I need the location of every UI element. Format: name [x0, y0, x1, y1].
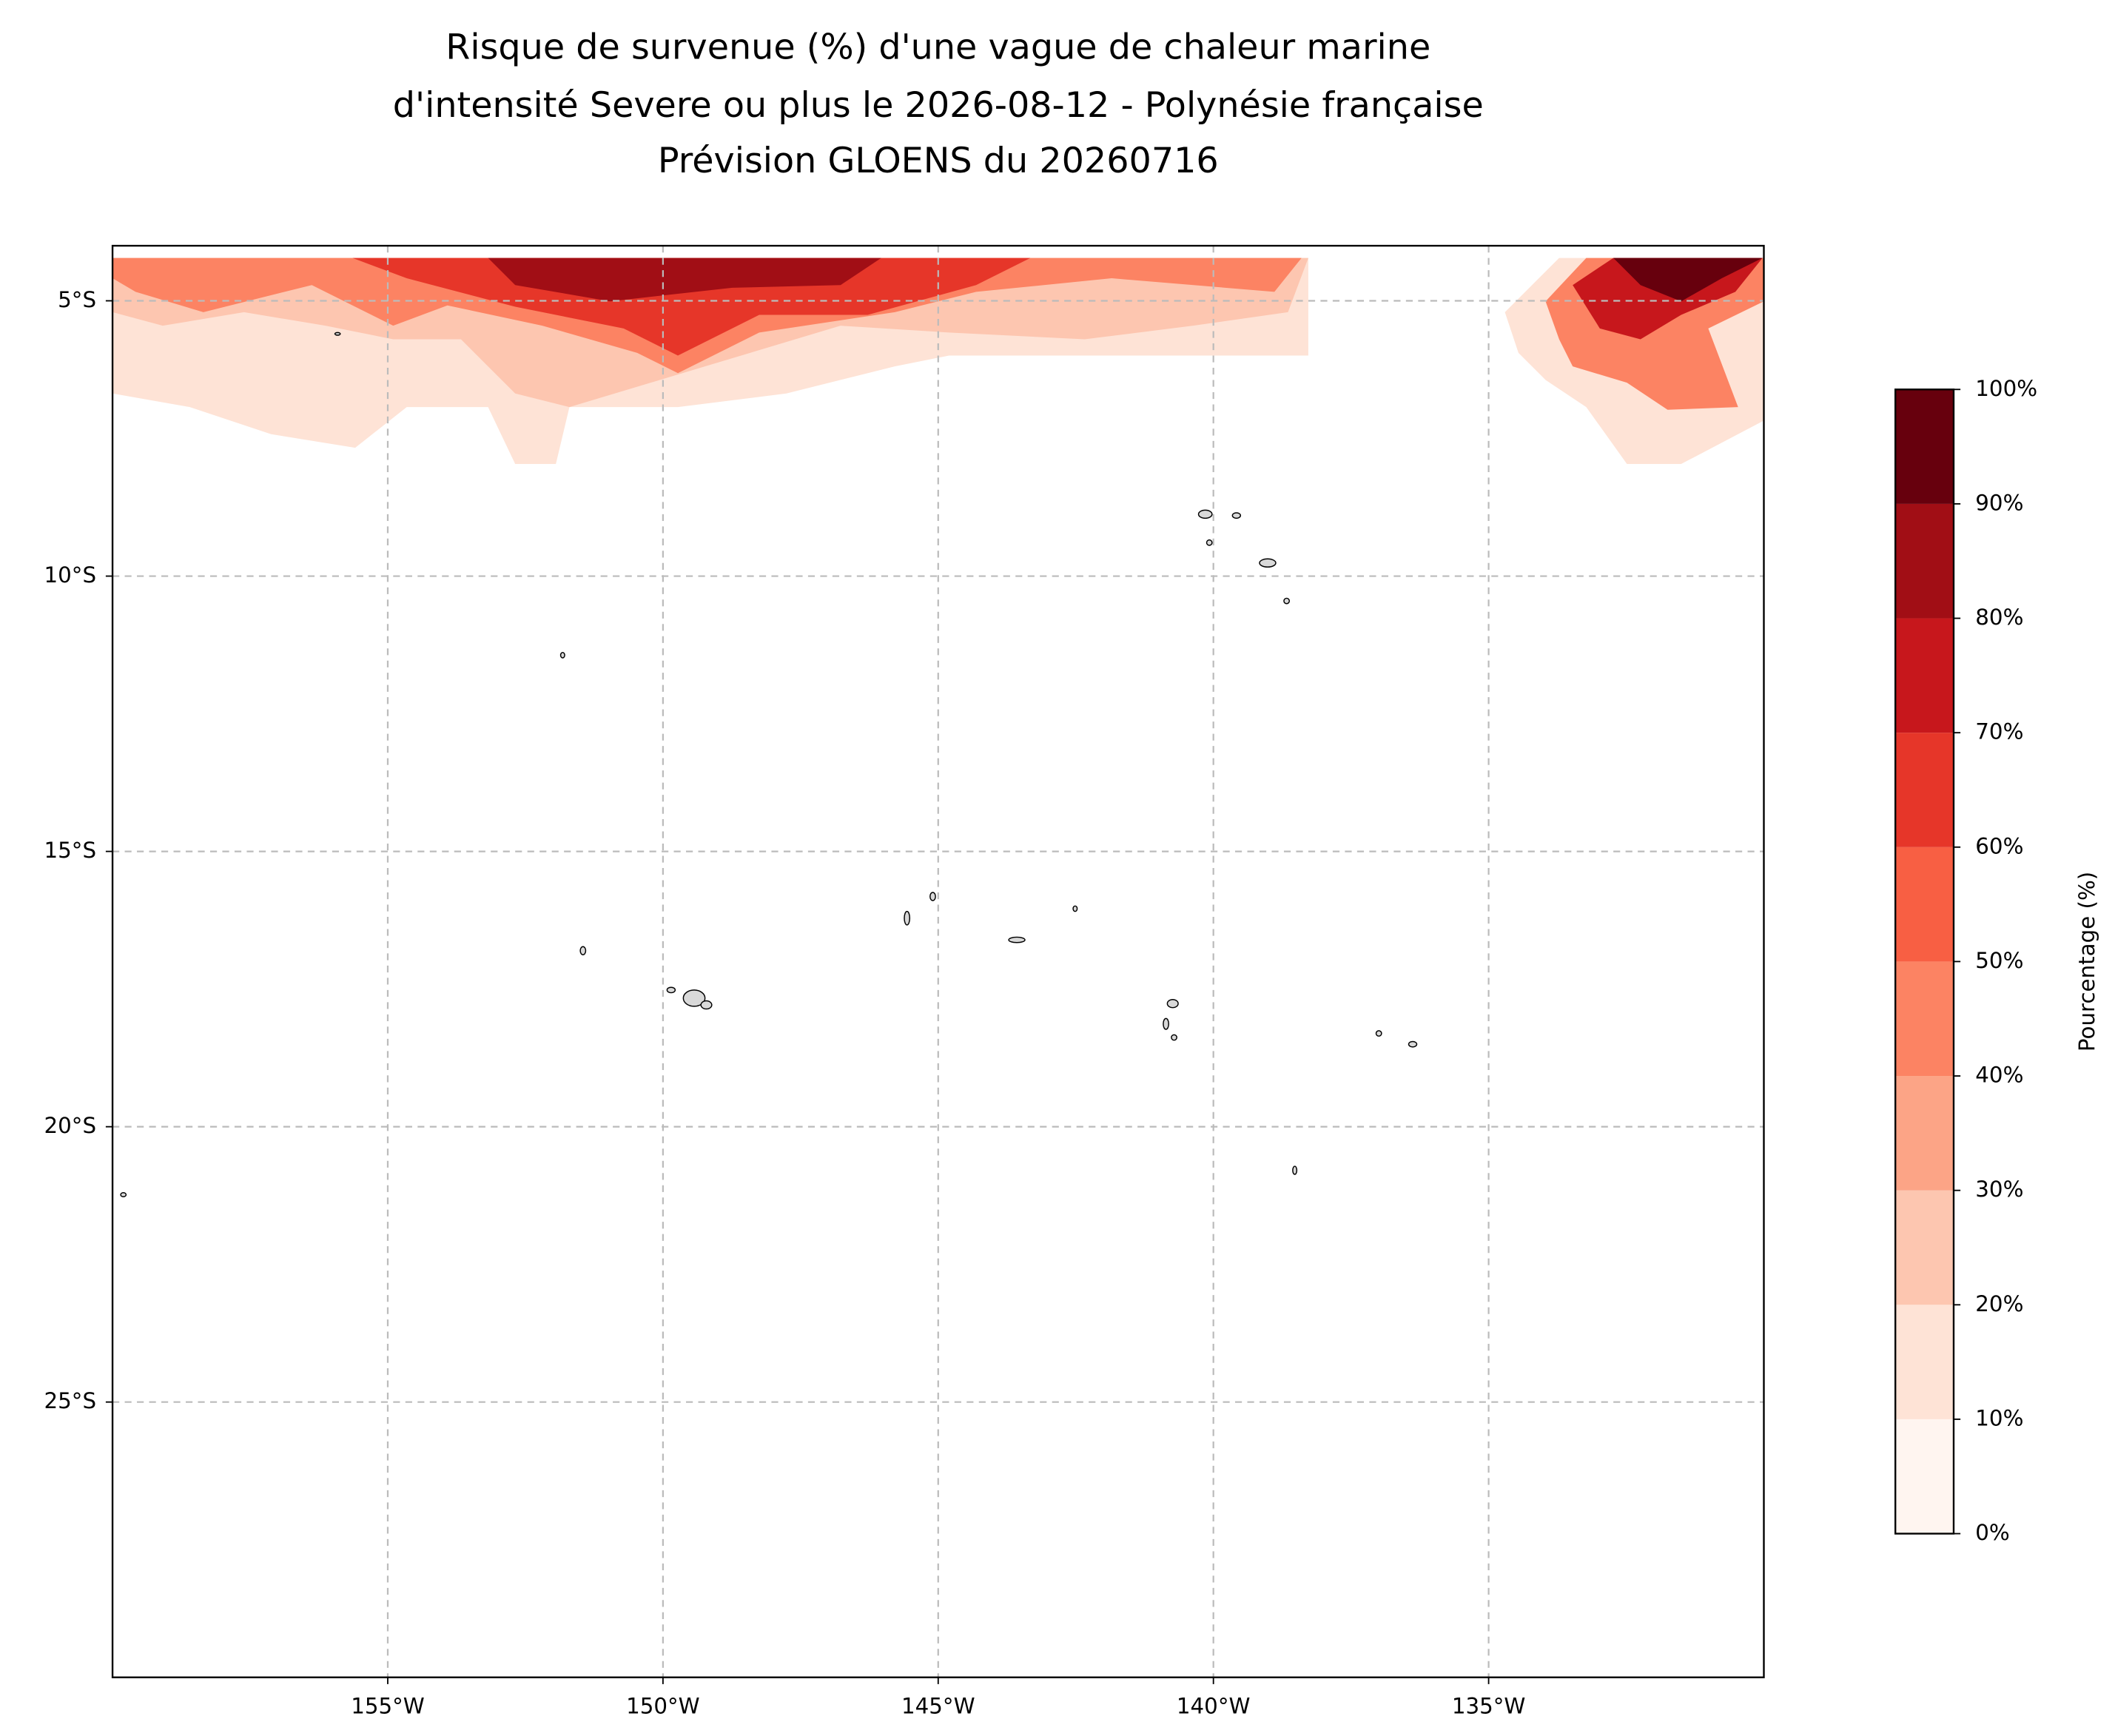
colorbar-tick-label: 80%	[1975, 605, 2023, 630]
y-tick-label: 5°S	[58, 287, 96, 312]
islands	[120, 332, 1418, 1198]
colorbar-tick-label: 40%	[1975, 1063, 2023, 1088]
colorbar-tick-label: 0%	[1975, 1520, 2009, 1545]
x-tick-label: 140°W	[1177, 1694, 1251, 1719]
colorbar-label: Pourcentage (%)	[2074, 872, 2099, 1052]
y-tick-label: 20°S	[44, 1113, 97, 1138]
colorbar-band	[1895, 1076, 1954, 1191]
y-tick-label: 10°S	[44, 562, 97, 588]
x-tick-label: 145°W	[901, 1694, 975, 1719]
y-tick-label: 15°S	[44, 838, 97, 863]
colorbar-tick-label: 20%	[1975, 1291, 2023, 1316]
colorbar-band	[1895, 733, 1954, 847]
map-frame	[111, 244, 1765, 1678]
colorbar-tick-label: 100%	[1975, 376, 2037, 401]
colorbar-tick-label: 50%	[1975, 948, 2023, 973]
chart-title: Risque de survenue (%) d'une vague de ch…	[445, 27, 1430, 67]
colorbar-tick-label: 60%	[1975, 833, 2023, 858]
colorbar-tick-label: 90%	[1975, 490, 2023, 515]
y-tick-label: 25°S	[44, 1388, 97, 1413]
colorbar-band	[1895, 847, 1954, 962]
colorbar-band	[1895, 1190, 1954, 1305]
x-tick-label: 150°W	[626, 1694, 700, 1719]
x-tick-label: 135°W	[1452, 1694, 1526, 1719]
colorbar-band	[1895, 389, 1954, 504]
colorbar-tick-label: 70%	[1975, 719, 2023, 744]
risk-field	[112, 258, 1764, 465]
colorbar-tick-label: 10%	[1975, 1405, 2023, 1430]
colorbar-band	[1895, 1305, 1954, 1419]
colorbar-band	[1895, 1419, 1954, 1534]
colorbar-band	[1895, 503, 1954, 619]
chart-title: Prévision GLOENS du 20260716	[658, 141, 1219, 181]
chart-title: d'intensité Severe ou plus le 2026-08-12…	[393, 85, 1484, 126]
x-tick-label: 155°W	[351, 1694, 425, 1719]
colorbar-band	[1895, 961, 1954, 1077]
colorbar-band	[1895, 618, 1954, 733]
colorbar-tick-label: 30%	[1975, 1177, 2023, 1202]
